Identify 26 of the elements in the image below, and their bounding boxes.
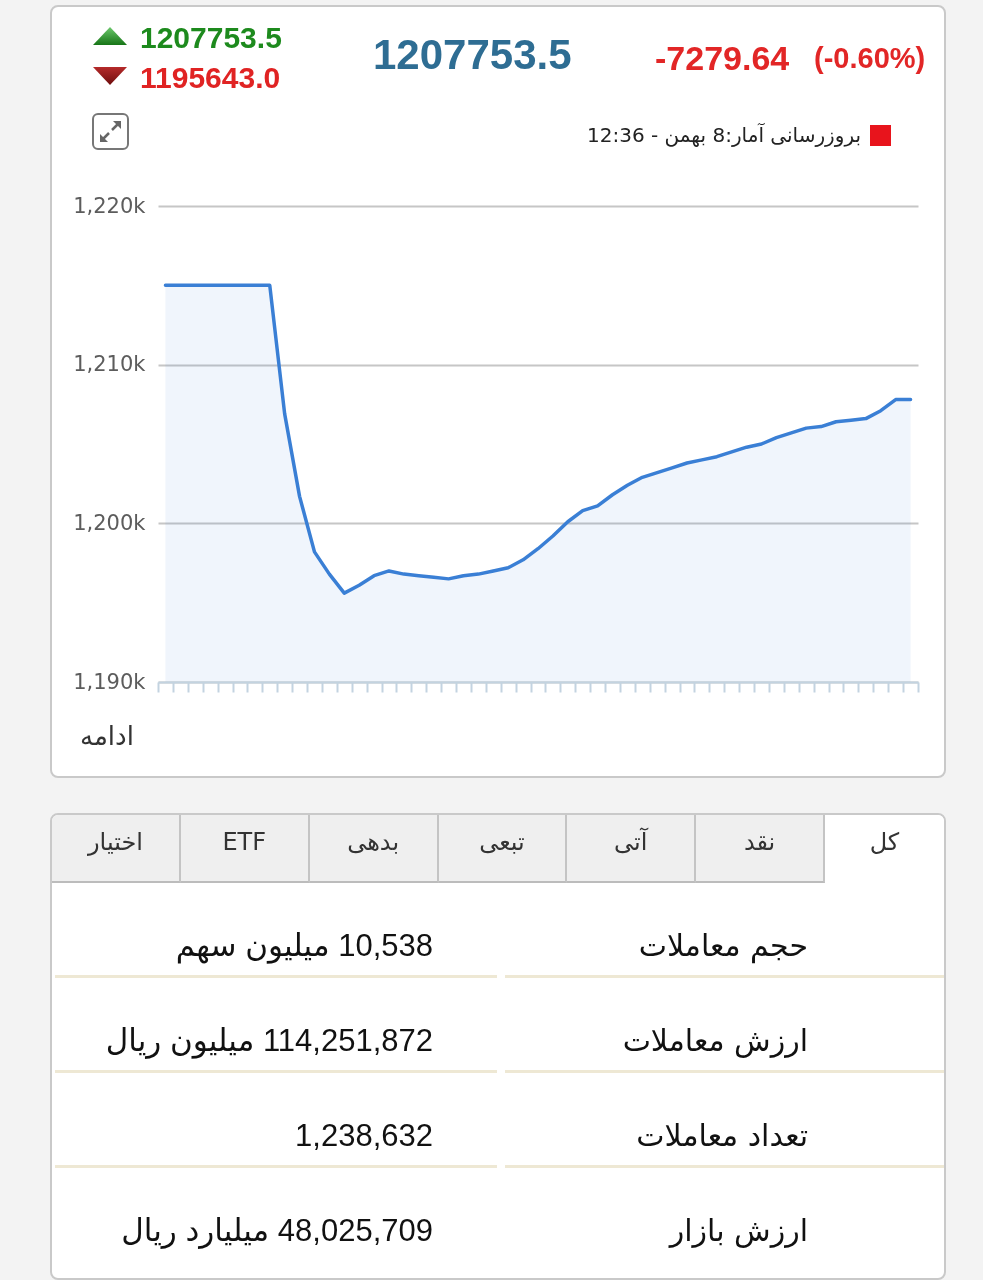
text: تبعی — [438, 815, 568, 883]
text: آتی — [567, 815, 697, 883]
y-tick-label: 1,200k — [73, 510, 147, 535]
text: 1,238,632 — [55, 1073, 497, 1168]
text: 114,251,872 میلیون ریال — [55, 978, 497, 1073]
y-tick-label: 1,210k — [73, 352, 147, 377]
text: ارزش معاملات — [505, 978, 944, 1073]
text: ادامه — [80, 721, 134, 752]
text: 10,538 میلیون سهم — [55, 883, 497, 978]
text: کل — [825, 815, 944, 883]
text: نقد — [696, 815, 825, 883]
y-tick-label: 1,190k — [73, 669, 147, 694]
text: 1207753.5 — [140, 21, 282, 56]
text: (-0.60%) — [814, 42, 926, 76]
text: تعداد معاملات — [505, 1073, 944, 1168]
y-tick-label: 1,220k — [73, 193, 147, 218]
text: 1207753.5 — [373, 31, 572, 80]
text: بدهی — [309, 815, 439, 883]
text: اختیار — [52, 815, 181, 883]
text: 48,025,709 میلیارد ریال — [120, 1212, 434, 1251]
text: -7279.64 — [655, 39, 790, 79]
text: ETF — [180, 815, 310, 883]
text: 1195643.0 — [140, 61, 281, 96]
text: حجم معاملات — [505, 883, 944, 978]
text: بروزرسانی آمار:8 بهمن - 12:36 — [586, 123, 861, 147]
text: ارزش بازار — [667, 1212, 809, 1250]
